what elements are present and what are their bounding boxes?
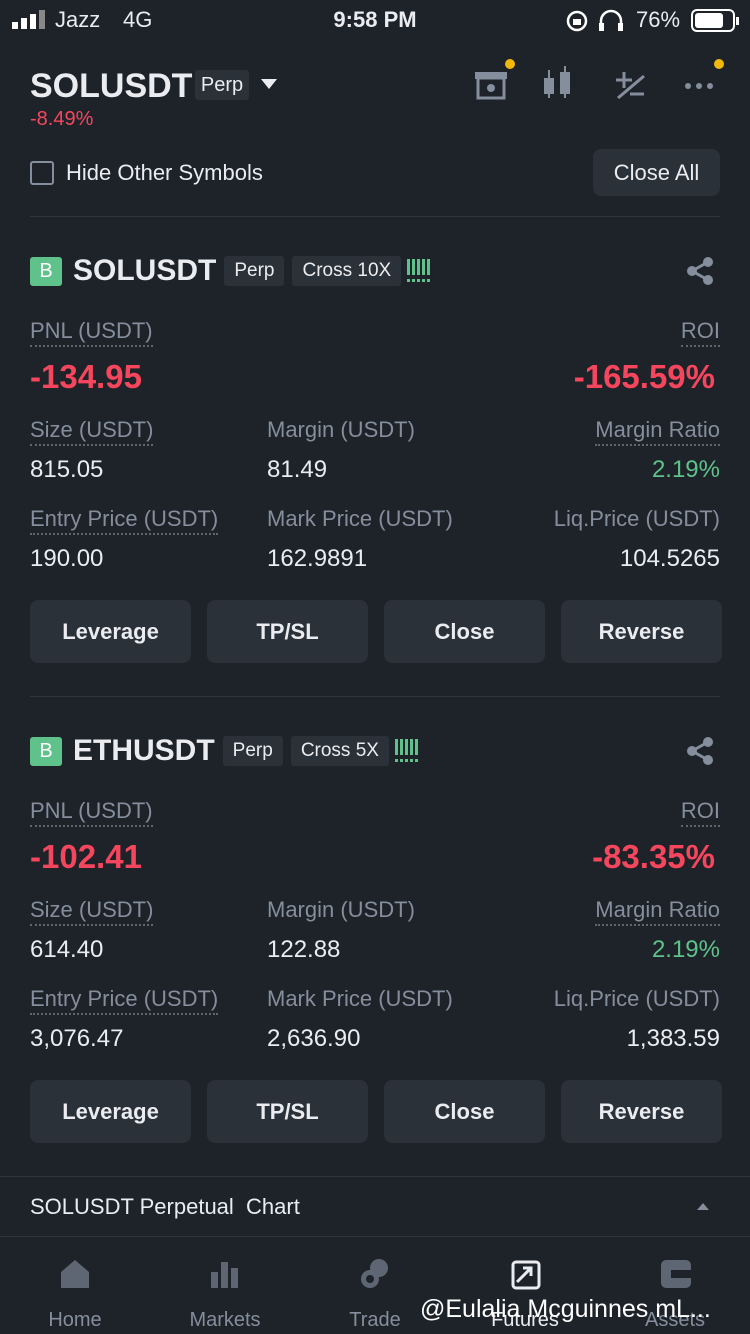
position-symbol: ETHUSDT bbox=[73, 734, 215, 767]
roi-value: -83.35% bbox=[592, 838, 715, 875]
close-all-button[interactable]: Close All bbox=[593, 149, 720, 196]
field-value: 81.49 bbox=[267, 456, 328, 483]
field-label: Margin (USDT) bbox=[267, 897, 415, 922]
field-label: Margin Ratio bbox=[595, 899, 720, 926]
collapse-caret[interactable] bbox=[696, 1201, 710, 1211]
field-label: Liq.Price (USDT) bbox=[553, 986, 720, 1011]
battery-percent: 76% bbox=[636, 7, 681, 32]
nav-icon[interactable] bbox=[57, 1256, 95, 1294]
header-icons[interactable] bbox=[470, 58, 730, 104]
action-button[interactable]: TP/SL bbox=[207, 1080, 368, 1143]
field-value: 1,383.59 bbox=[626, 1025, 720, 1052]
position-type: Perp bbox=[224, 256, 285, 286]
checkbox[interactable] bbox=[30, 161, 54, 185]
nav-icon[interactable] bbox=[657, 1256, 695, 1294]
roi-label: ROI bbox=[680, 800, 720, 827]
action-button[interactable]: Reverse bbox=[561, 1080, 722, 1143]
action-button[interactable]: Leverage bbox=[30, 600, 191, 663]
header-symbol[interactable]: SOLUSDT bbox=[30, 67, 193, 105]
field-label: Mark Price (USDT) bbox=[267, 506, 453, 531]
field-value: 190.00 bbox=[30, 545, 104, 572]
nav-label[interactable]: Futures bbox=[491, 1309, 559, 1331]
field-label: Entry Price (USDT) bbox=[30, 508, 219, 535]
field-value: 162.9891 bbox=[267, 545, 368, 572]
margin-mode: Cross 5X bbox=[290, 736, 389, 766]
nav-label[interactable]: Trade bbox=[349, 1309, 401, 1331]
checkbox-label[interactable]: Hide Other Symbols bbox=[66, 160, 263, 185]
divider bbox=[0, 1236, 750, 1237]
share-icon[interactable] bbox=[684, 735, 716, 767]
action-button[interactable]: Leverage bbox=[30, 1080, 191, 1143]
field-label: Mark Price (USDT) bbox=[267, 986, 453, 1011]
roi-value: -165.59% bbox=[573, 358, 715, 395]
field-label: Size (USDT) bbox=[30, 899, 154, 926]
risk-bars bbox=[407, 259, 431, 282]
pnl-value: -134.95 bbox=[30, 358, 142, 395]
side-badge: B bbox=[30, 737, 62, 766]
action-button[interactable]: Close bbox=[384, 1080, 545, 1143]
field-label: Entry Price (USDT) bbox=[30, 988, 219, 1015]
action-button[interactable]: Reverse bbox=[561, 600, 722, 663]
field-value: 122.88 bbox=[267, 936, 341, 963]
watermark: @Eulalia Mcguinnes mL... bbox=[420, 1295, 711, 1323]
field-value: 614.40 bbox=[30, 936, 104, 963]
clock: 9:58 PM bbox=[333, 7, 417, 32]
header-tag: Perp bbox=[195, 70, 249, 100]
chart-bar-label[interactable]: SOLUSDT Perpetual Chart bbox=[30, 1194, 300, 1219]
field-value: 104.5265 bbox=[619, 545, 720, 572]
header-change: -8.49% bbox=[30, 108, 94, 130]
field-label: Margin Ratio bbox=[595, 419, 720, 446]
signal-icon bbox=[12, 10, 45, 29]
divider bbox=[30, 216, 720, 217]
margin-mode: Cross 10X bbox=[292, 256, 402, 286]
battery-icon bbox=[691, 9, 739, 32]
network: 4G bbox=[123, 7, 153, 32]
risk-bars bbox=[394, 739, 418, 762]
nav-icon[interactable] bbox=[507, 1256, 545, 1294]
side-badge: B bbox=[30, 257, 62, 286]
nav-label[interactable]: Markets bbox=[189, 1309, 261, 1331]
roi-label: ROI bbox=[680, 320, 720, 347]
nav-label[interactable]: Assets bbox=[644, 1309, 706, 1331]
field-value: 3,076.47 bbox=[30, 1025, 124, 1052]
field-value: 815.05 bbox=[30, 456, 104, 483]
pnl-value: -102.41 bbox=[30, 838, 142, 875]
action-button[interactable]: Close bbox=[384, 600, 545, 663]
field-value: 2.19% bbox=[651, 936, 720, 963]
action-button[interactable]: TP/SL bbox=[207, 600, 368, 663]
position-symbol: SOLUSDT bbox=[73, 254, 217, 287]
nav-icon[interactable] bbox=[207, 1256, 245, 1294]
field-label: Size (USDT) bbox=[30, 419, 154, 446]
field-label: Liq.Price (USDT) bbox=[553, 506, 720, 531]
carrier: Jazz bbox=[55, 7, 101, 32]
position-type: Perp bbox=[222, 736, 283, 766]
nav-icon[interactable] bbox=[357, 1256, 395, 1294]
field-value: 2,636.90 bbox=[267, 1025, 361, 1052]
divider bbox=[30, 696, 720, 697]
pnl-label: PNL (USDT) bbox=[30, 800, 153, 827]
nav-label[interactable]: Home bbox=[48, 1309, 102, 1331]
divider bbox=[0, 1176, 750, 1177]
dropdown-caret[interactable] bbox=[260, 78, 278, 90]
share-icon[interactable] bbox=[684, 255, 716, 287]
status-icons bbox=[566, 9, 623, 32]
field-label: Margin (USDT) bbox=[267, 417, 415, 442]
field-value: 2.19% bbox=[651, 456, 720, 483]
pnl-label: PNL (USDT) bbox=[30, 320, 153, 347]
